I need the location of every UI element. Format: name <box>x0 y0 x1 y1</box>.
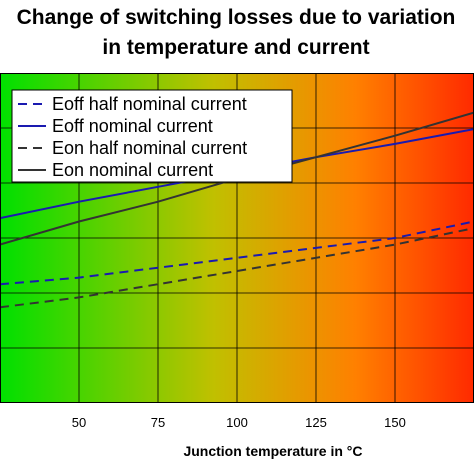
series-line-3 <box>0 227 474 309</box>
x-tick-labels: 50 75 100 125 150 <box>72 415 406 430</box>
legend-label: Eon half nominal current <box>52 138 247 158</box>
legend-label: Eoff half nominal current <box>52 94 247 114</box>
legend-label: Eoff nominal current <box>52 116 213 136</box>
series-line-1 <box>0 220 474 286</box>
x-tick-label: 75 <box>151 415 165 430</box>
chart-title-line-1: Change of switching losses due to variat… <box>17 6 456 29</box>
legend-label: Eon nominal current <box>52 160 213 180</box>
chart-title-line-2: in temperature and current <box>102 36 369 59</box>
x-tick-label: 150 <box>384 415 406 430</box>
legend-box <box>11 89 293 183</box>
x-tick-label: 125 <box>305 415 327 430</box>
x-tick-label: 100 <box>226 415 248 430</box>
x-axis-label: Junction temperature in °C <box>183 443 362 459</box>
x-tick-label: 50 <box>72 415 86 430</box>
